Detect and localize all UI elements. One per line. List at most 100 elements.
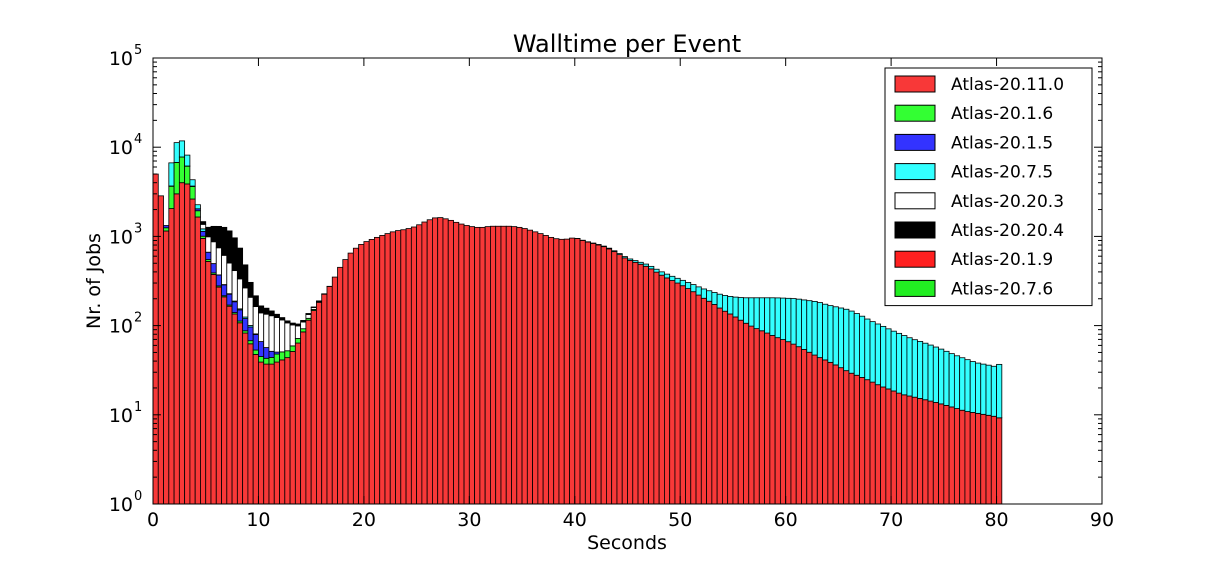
histogram-bar-0-20: [258, 361, 265, 505]
legend: Atlas-20.11.0 Atlas-20.1.6 Atlas-20.1.5 Atl…: [884, 67, 1093, 307]
histogram-bar-3-92: [637, 261, 644, 265]
histogram-bar-5-20: [258, 305, 265, 314]
histogram-bar-0-96: [658, 274, 665, 505]
histogram-bar-5-21: [263, 307, 270, 315]
histogram-bar-0-41: [368, 239, 375, 505]
histogram-bar-4-24: [279, 319, 286, 353]
histogram-bar-3-135: [864, 318, 871, 381]
histogram-bar-3-147: [927, 344, 934, 402]
histogram-bar-4-17: [242, 287, 249, 318]
histogram-bar-0-158: [985, 414, 992, 505]
histogram-bar-0-84: [595, 244, 602, 505]
histogram-bar-4-23: [273, 317, 280, 353]
histogram-bar-3-98: [669, 275, 676, 281]
legend-label: Atlas-20.7.5: [951, 163, 1053, 183]
histogram-bar-0-118: [774, 337, 781, 505]
histogram-bar-1-3: [168, 185, 175, 209]
y-tick-label: 10: [109, 226, 133, 248]
histogram-bar-0-15: [231, 313, 238, 505]
histogram-bar-0-97: [664, 277, 671, 505]
histogram-bar-0-55: [442, 218, 449, 505]
histogram-bar-3-123: [801, 299, 808, 350]
histogram-bar-0-60: [468, 226, 475, 505]
histogram-bar-3-86: [606, 247, 613, 250]
histogram-bar-3-142: [901, 335, 908, 396]
histogram-bar-0-134: [859, 377, 866, 505]
histogram-bar-3-112: [743, 297, 750, 324]
histogram-bar-3-102: [690, 284, 697, 293]
histogram-bar-3-114: [753, 297, 760, 330]
histogram-bar-0-133: [853, 374, 860, 505]
histogram-bar-0-14: [226, 305, 233, 505]
histogram-bar-5-13: [221, 226, 228, 256]
histogram-bar-0-109: [727, 313, 734, 505]
histogram-bar-0-159: [990, 415, 997, 505]
histogram-bar-3-144: [911, 339, 918, 398]
histogram-bar-0-6: [184, 183, 191, 505]
histogram-bar-3-154: [964, 359, 971, 412]
legend-swatch: [894, 250, 936, 268]
histogram-bar-0-7: [189, 198, 196, 505]
histogram-bar-4-22: [268, 315, 275, 352]
histogram-bar-3-136: [869, 321, 876, 383]
histogram-bar-0-79: [569, 237, 576, 505]
histogram-bar-3-8: [194, 204, 201, 210]
histogram-bar-1-26: [289, 345, 296, 352]
histogram-bar-3-113: [748, 297, 755, 327]
histogram-bar-0-77: [558, 238, 565, 505]
histogram-bar-2-12: [215, 274, 222, 287]
histogram-bar-0-136: [869, 381, 876, 505]
histogram-bar-0-18: [247, 343, 254, 505]
histogram-bar-0-78: [563, 238, 570, 505]
legend-swatch: [894, 192, 936, 210]
histogram-bar-0-13: [221, 296, 228, 505]
histogram-bar-2-15: [231, 301, 238, 313]
histogram-bar-4-11: [210, 241, 217, 264]
histogram-bar-0-144: [911, 396, 918, 505]
histogram-bar-0-58: [458, 223, 465, 505]
y-axis-label: Nr. of Jobs: [83, 233, 105, 329]
histogram-bar-0-17: [242, 332, 249, 505]
histogram-bar-2-21: [263, 347, 270, 359]
histogram-bar-0-139: [885, 388, 892, 505]
histogram-bar-0-74: [542, 235, 549, 505]
histogram-bar-5-30: [310, 306, 317, 308]
histogram-bar-3-120: [785, 297, 792, 343]
histogram-bar-0-29: [305, 319, 312, 505]
histogram-bar-3-107: [716, 293, 723, 309]
histogram-bar-0-80: [574, 238, 581, 505]
histogram-bar-0-88: [616, 254, 623, 505]
histogram-bar-0-107: [716, 307, 723, 505]
histogram-bar-0-143: [906, 395, 913, 505]
histogram-bar-2-16: [236, 309, 244, 322]
histogram-bar-0-27: [294, 342, 302, 505]
histogram-bar-3-6: [184, 154, 191, 167]
histogram-bar-3-118: [774, 297, 781, 339]
histogram-bar-0-66: [500, 225, 507, 505]
histogram-bar-0-19: [252, 354, 259, 505]
legend-swatch: [894, 133, 936, 151]
histogram-bar-1-5: [178, 156, 186, 184]
x-tick-label: 70: [879, 509, 903, 531]
histogram-bar-0-111: [737, 319, 744, 505]
histogram-bar-0-154: [964, 411, 971, 505]
histogram-bar-2-17: [242, 318, 249, 332]
histogram-bar-3-151: [948, 353, 955, 408]
y-tick-exponent: 3: [134, 221, 142, 236]
histogram-bar-0-86: [606, 248, 613, 505]
y-tick-label: 10: [109, 494, 133, 516]
legend-label: Atlas-20.1.6: [951, 104, 1053, 124]
x-tick-label: 80: [984, 509, 1008, 531]
histogram-bar-1-19: [252, 349, 259, 355]
histogram-bar-1-2: [163, 227, 170, 232]
histogram-bar-0-43: [379, 235, 386, 505]
x-tick-label: 40: [563, 509, 587, 531]
histogram-bar-0-93: [642, 265, 649, 505]
histogram-bar-0-75: [548, 236, 555, 505]
histogram-bar-0-22: [268, 363, 275, 505]
histogram-bar-0-12: [215, 286, 222, 505]
y-tick-exponent: 2: [134, 311, 142, 326]
histogram-bar-0-137: [874, 384, 881, 505]
